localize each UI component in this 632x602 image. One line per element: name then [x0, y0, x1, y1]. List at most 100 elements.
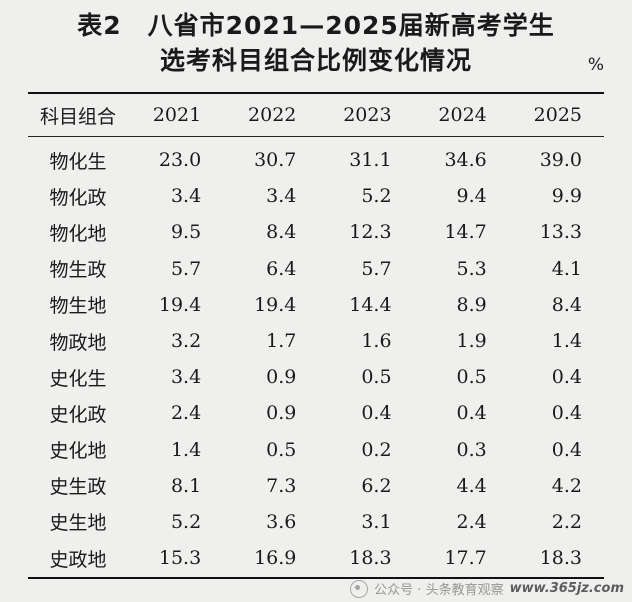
value-cell: 14.7 — [444, 221, 487, 244]
table-header-row: 科目组合 2021 2022 2023 2024 2025 — [28, 94, 604, 136]
value-cell: 0.4 — [361, 402, 392, 425]
value-cell: 0.9 — [266, 366, 297, 389]
table-row: 史政地 15.3 16.9 18.3 17.7 18.3 — [28, 540, 604, 576]
value-cell: 9.9 — [551, 185, 582, 208]
value-cell: 18.3 — [349, 547, 392, 570]
value-cell: 0.4 — [456, 402, 487, 425]
value-cell: 0.9 — [266, 402, 297, 425]
value-cell: 5.3 — [456, 257, 487, 280]
value-cell: 1.4 — [170, 438, 202, 461]
value-cell: 14.4 — [349, 293, 392, 316]
table-row: 物化地 9.5 8.4 12.3 14.7 13.3 — [28, 214, 604, 250]
value-cell: 12.3 — [349, 221, 392, 244]
value-cell: 5.7 — [170, 257, 202, 280]
value-cell: 3.4 — [170, 185, 202, 208]
value-cell: 8.1 — [170, 474, 202, 497]
table-bottom-rule — [28, 577, 604, 579]
value-cell: 1.4 — [551, 330, 582, 353]
header-year: 2021 — [152, 104, 202, 126]
value-cell: 16.9 — [254, 547, 297, 570]
value-cell: 6.2 — [361, 474, 392, 497]
title-line-1: 表2 八省市2021—2025届新高考学生 — [77, 11, 555, 40]
value-cell: 15.3 — [158, 547, 202, 570]
value-cell: 2.4 — [456, 510, 487, 533]
value-cell: 34.6 — [444, 149, 487, 172]
value-cell: 1.6 — [361, 330, 392, 353]
table-row: 史化政 2.4 0.9 0.4 0.4 0.4 — [28, 395, 604, 431]
combo-cell: 物化政 — [49, 186, 107, 209]
table-row: 史生政 8.1 7.3 6.2 4.4 4.2 — [28, 468, 604, 504]
value-cell: 0.4 — [551, 438, 582, 461]
value-cell: 3.4 — [170, 366, 202, 389]
value-cell: 0.3 — [456, 438, 487, 461]
combo-cell: 物化地 — [49, 222, 107, 245]
value-cell: 8.4 — [266, 221, 297, 244]
watermark-site: www.365jz.com — [509, 581, 624, 596]
table-header-rule — [28, 136, 604, 137]
value-cell: 9.5 — [170, 221, 202, 244]
combo-cell: 史化政 — [49, 403, 107, 426]
table-body: 物化生 23.0 30.7 31.1 34.6 39.0 物化政 3.4 3.4 5.2 9.4 9.… — [28, 136, 604, 576]
value-cell: 1.9 — [456, 330, 487, 353]
value-cell: 8.4 — [551, 293, 582, 316]
wechat-channel-icon — [350, 579, 369, 598]
combo-cell: 物生地 — [49, 295, 107, 318]
table-row: 物生地 19.4 19.4 14.4 8.9 8.4 — [28, 287, 604, 323]
table-row: 史化生 3.4 0.9 0.5 0.5 0.4 — [28, 359, 604, 395]
table-row: 物化生 23.0 30.7 31.1 34.6 39.0 — [28, 136, 604, 178]
table-title: 表2 八省市2021—2025届新高考学生 选考科目组合比例变化情况 — [0, 8, 632, 78]
table-row: 物政地 3.2 1.7 1.6 1.9 1.4 — [28, 323, 604, 359]
combo-cell: 物政地 — [49, 331, 107, 354]
table-row: 物生政 5.7 6.4 5.7 5.3 4.1 — [28, 251, 604, 287]
value-cell: 0.4 — [551, 366, 582, 389]
value-cell: 5.7 — [361, 257, 392, 280]
value-cell: 39.0 — [539, 149, 582, 172]
value-cell: 3.6 — [266, 510, 297, 533]
header-combo: 科目组合 — [39, 105, 116, 128]
value-cell: 3.4 — [266, 185, 297, 208]
value-cell: 31.1 — [349, 149, 392, 172]
header-year: 2023 — [343, 104, 392, 126]
value-cell: 19.4 — [158, 293, 202, 316]
value-cell: 0.4 — [551, 402, 582, 425]
value-cell: 23.0 — [158, 149, 202, 172]
value-cell: 30.7 — [254, 149, 297, 172]
watermark-channel: 公众号 · 头条教育观察 — [374, 583, 504, 598]
header-year: 2024 — [438, 104, 487, 126]
value-cell: 4.2 — [551, 474, 582, 497]
value-cell: 6.4 — [266, 257, 297, 280]
table-row: 物化政 3.4 3.4 5.2 9.4 9.9 — [28, 178, 604, 214]
value-cell: 0.5 — [266, 438, 297, 461]
value-cell: 2.2 — [551, 510, 582, 533]
value-cell: 8.9 — [456, 293, 487, 316]
combo-cell: 史生地 — [49, 512, 107, 535]
value-cell: 5.2 — [361, 185, 392, 208]
value-cell: 4.1 — [551, 257, 582, 280]
value-cell: 7.3 — [266, 474, 297, 497]
value-cell: 2.4 — [170, 402, 202, 425]
value-cell: 3.2 — [170, 330, 202, 353]
combo-cell: 史政地 — [49, 548, 107, 571]
subject-combination-table: 科目组合 2021 2022 2023 2024 2025 物化生 23.0 30.… — [28, 94, 604, 576]
table-top-rule — [28, 92, 604, 94]
value-cell: 0.2 — [361, 438, 392, 461]
combo-cell: 史化地 — [49, 440, 107, 463]
combo-cell: 史化生 — [49, 367, 107, 390]
value-cell: 19.4 — [254, 293, 297, 316]
value-cell: 5.2 — [170, 510, 202, 533]
header-year: 2022 — [248, 104, 297, 126]
combo-cell: 史生政 — [49, 476, 107, 499]
table-row: 史生地 5.2 3.6 3.1 2.4 2.2 — [28, 504, 604, 540]
combo-cell: 物生政 — [49, 259, 107, 282]
value-cell: 17.7 — [444, 547, 487, 570]
title-line-2: 选考科目组合比例变化情况 — [159, 46, 472, 75]
table-row: 史化地 1.4 0.5 0.2 0.3 0.4 — [28, 432, 604, 468]
value-cell: 9.4 — [456, 185, 487, 208]
value-cell: 18.3 — [539, 547, 582, 570]
header-year: 2025 — [533, 104, 582, 126]
watermark: 公众号 · 头条教育观察 www.365jz.com — [350, 579, 624, 598]
value-cell: 13.3 — [539, 221, 582, 244]
combo-cell: 物化生 — [49, 150, 107, 173]
value-cell: 1.7 — [266, 330, 297, 353]
unit-label: % — [587, 55, 604, 75]
